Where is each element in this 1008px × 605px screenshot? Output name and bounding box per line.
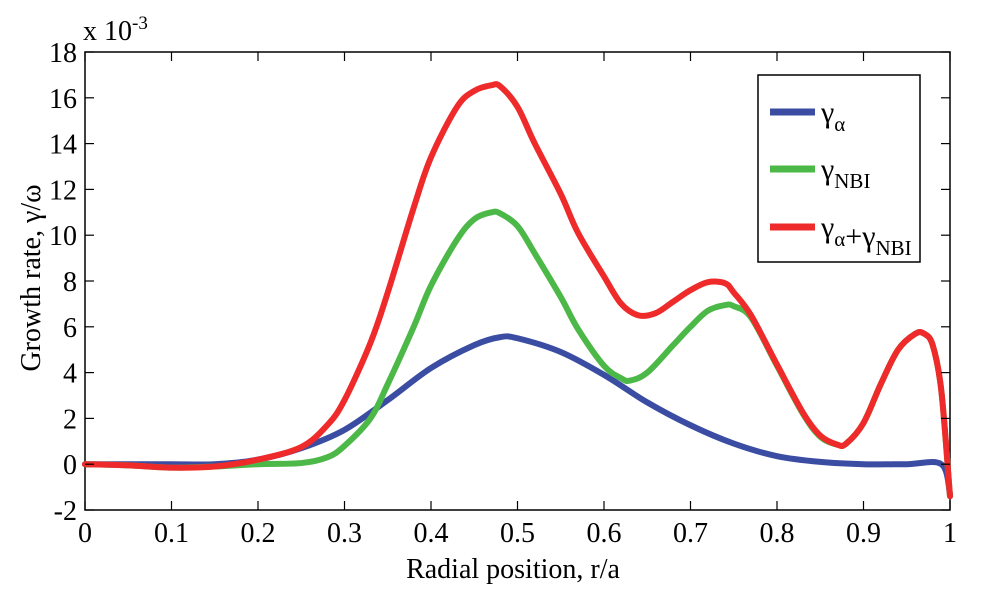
series-line-total [82, 81, 953, 500]
y-tick-label: -2 [54, 496, 77, 527]
x-tick-label: 0.8 [760, 518, 795, 549]
legend-symbol: γ [820, 211, 834, 244]
y-tick-label: 8 [63, 267, 77, 298]
legend-subscript: α [834, 227, 845, 251]
x-tick-label: 0.6 [587, 518, 622, 549]
y-axis-label: Growth rate, γ/ω [16, 184, 47, 371]
x-tick-label: 0.5 [500, 518, 535, 549]
legend-symbol: γ [820, 96, 834, 129]
y-axis-multiplier: x 10-3 [83, 13, 148, 47]
y-tick-label: 4 [63, 359, 77, 390]
legend-subscript: α [834, 112, 845, 136]
x-tick-label: 1 [943, 518, 957, 549]
x-axis-label: Radial position, r/a [406, 554, 620, 585]
y-multiplier-exponent: -3 [132, 13, 148, 34]
y-tick-label: 14 [49, 130, 77, 161]
x-tick-label: 0.4 [414, 518, 449, 549]
y-tick-label: 10 [49, 221, 77, 252]
legend-subscript: NBI [875, 236, 911, 260]
ticks-layer: 0 0.1 0.2 0.3 0.4 0.5 0.6 0.7 0.8 0.9 1-2024681012… [49, 38, 957, 549]
x-tick-label: 0.3 [327, 518, 362, 549]
x-tick-label: 0.9 [846, 518, 881, 549]
legend-label-alpha: γα [820, 96, 845, 136]
y-tick-label: 0 [63, 450, 77, 481]
y-tick-label: 18 [49, 38, 77, 69]
legend-label-total: γα+γNBI [820, 211, 912, 260]
x-tick-label: 0 [78, 518, 92, 549]
series-layer [82, 81, 953, 500]
x-tick-label: 0.2 [241, 518, 276, 549]
legend-symbol: γ [820, 153, 834, 186]
legend-label-nbi: γNBI [820, 153, 870, 193]
series-line-alpha [82, 333, 953, 497]
legend-symbol: +γ [845, 220, 875, 253]
x-tick-label: 0.7 [673, 518, 708, 549]
labels-layer: Radial position, r/a Growth rate, γ/ω x … [16, 13, 620, 585]
x-tick-label: 0.1 [154, 518, 189, 549]
y-tick-label: 2 [63, 404, 77, 435]
y-multiplier-base: x 10 [83, 16, 132, 47]
y-tick-label: 12 [49, 175, 77, 206]
legend-subscript: NBI [834, 169, 870, 193]
y-tick-label: 6 [63, 313, 77, 344]
y-tick-label: 16 [49, 84, 77, 115]
